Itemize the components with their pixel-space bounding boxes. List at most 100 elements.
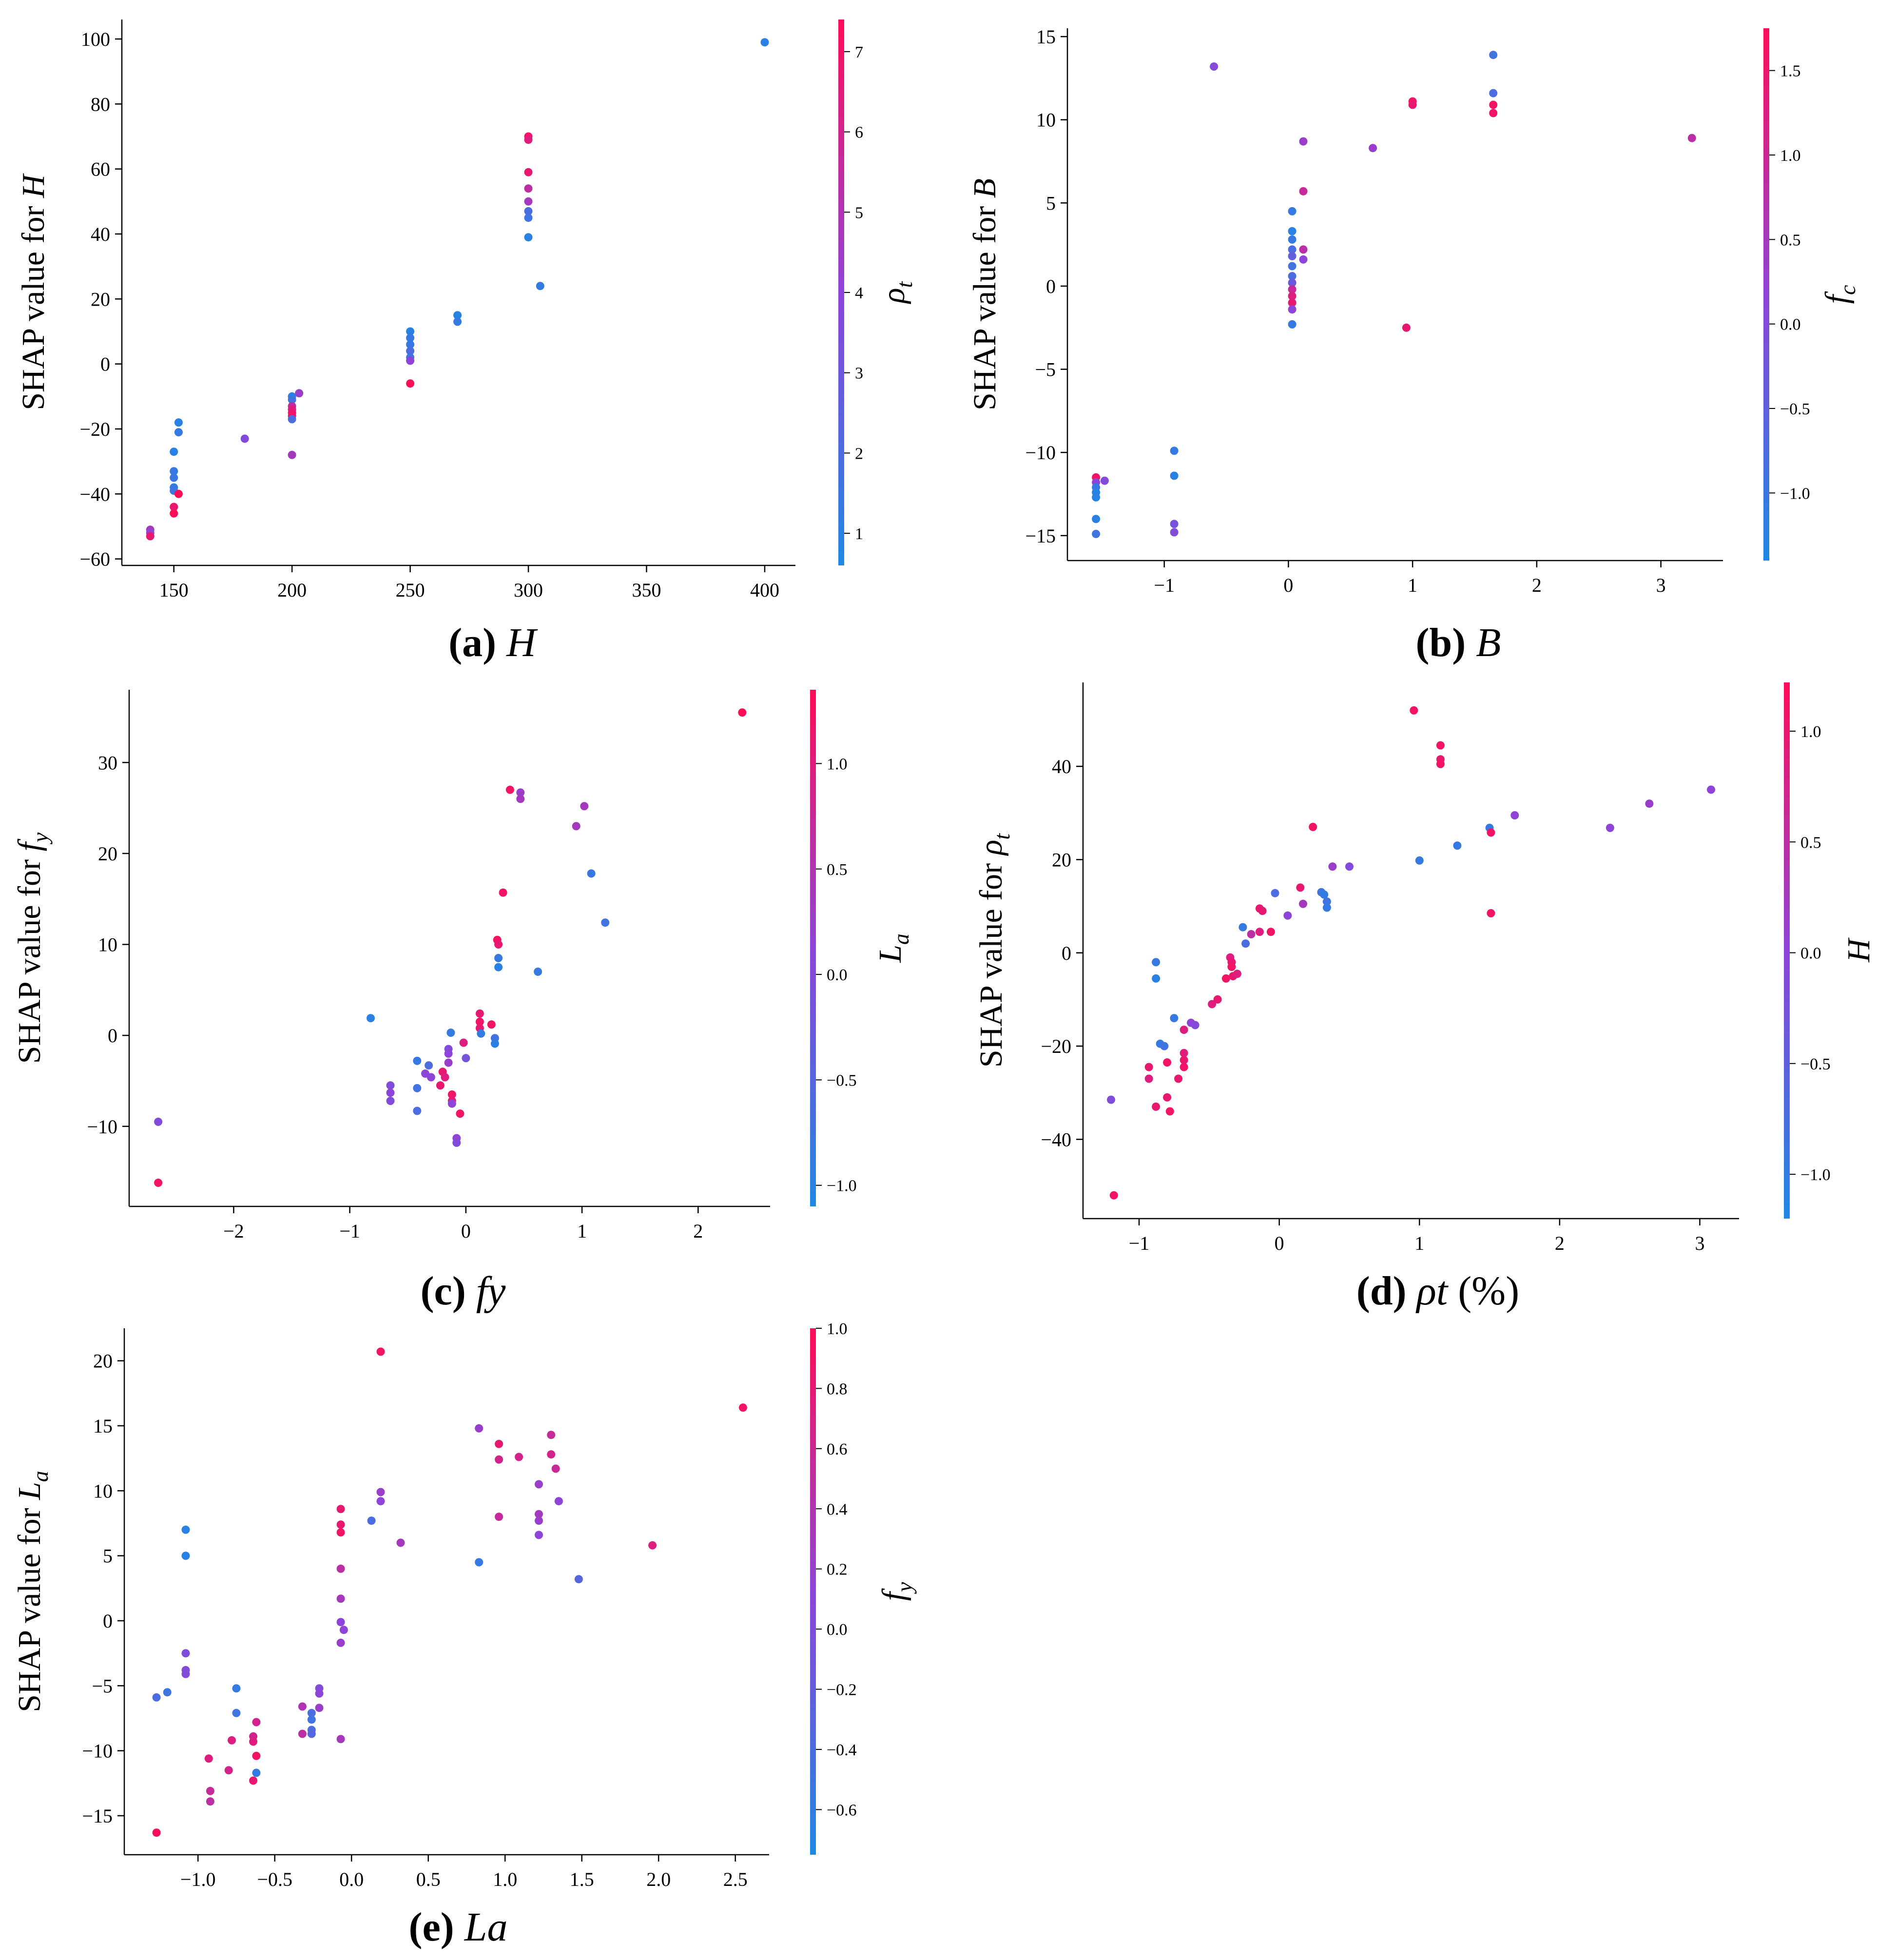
scatter-point: [413, 1106, 422, 1115]
scatter-point: [446, 1029, 455, 1037]
scatter-point: [1288, 298, 1296, 307]
scatter-point: [1208, 1000, 1217, 1009]
scatter-point: [535, 1480, 543, 1489]
y-tick-label: 0: [100, 353, 110, 375]
scatter-point: [1299, 137, 1308, 146]
scatter-point: [1163, 1058, 1172, 1067]
colorbar-tick-label: −0.6: [827, 1801, 857, 1819]
scatter-point: [426, 1073, 435, 1082]
y-tick-label: 0: [103, 1610, 113, 1632]
scatter-point: [475, 1558, 484, 1567]
scatter-point: [534, 968, 542, 976]
y-axis-label: SHAP value for fy: [12, 832, 53, 1064]
scatter-point: [495, 1455, 503, 1464]
y-tick-label: 30: [98, 752, 117, 774]
scatter-point: [1238, 923, 1247, 931]
scatter-point: [547, 1450, 556, 1459]
scatter-point: [1487, 828, 1495, 837]
scatter-point: [1144, 1063, 1153, 1071]
x-tick-label: 0: [461, 1220, 471, 1242]
scatter-point: [406, 327, 415, 336]
x-tick-label: −2: [223, 1220, 244, 1242]
scatter-point: [601, 918, 610, 927]
scatter-point: [535, 1531, 543, 1539]
colorbar-tick-label: 0.6: [827, 1440, 848, 1458]
scatter-point: [1606, 823, 1614, 832]
scatter-point: [181, 1552, 190, 1560]
scatter-point: [554, 1497, 563, 1506]
scatter-point: [524, 233, 533, 242]
scatter-point: [386, 1097, 395, 1105]
y-tick-label: 40: [1052, 756, 1071, 777]
scatter-point: [499, 888, 507, 897]
scatter-point: [475, 1424, 484, 1433]
colorbar-tick-label: 7: [855, 43, 863, 61]
scatter-point: [1453, 841, 1462, 850]
y-tick-label: −5: [92, 1675, 113, 1697]
y-tick-label: 20: [1052, 849, 1071, 871]
scatter-point: [1163, 1093, 1172, 1102]
scatter-point: [1288, 305, 1296, 314]
scatter-point: [551, 1464, 560, 1473]
scatter-point: [252, 1768, 261, 1777]
scatter-point: [252, 1718, 261, 1727]
scatter-point: [376, 1488, 385, 1496]
scatter-point: [249, 1776, 258, 1785]
scatter-point: [204, 1754, 213, 1763]
scatter-point: [1328, 862, 1337, 871]
scatter-point: [406, 333, 415, 342]
scatter-point: [336, 1528, 345, 1537]
scatter-point: [475, 1017, 484, 1026]
scatter-point: [1510, 811, 1519, 820]
scatter-point: [1152, 958, 1161, 967]
colorbar-tick-label: 5: [855, 204, 863, 222]
scatter-point: [515, 1453, 523, 1461]
scatter-point: [587, 869, 596, 878]
scatter-point: [1180, 1026, 1188, 1034]
colorbar: [1763, 28, 1769, 561]
scatter-point: [206, 1786, 214, 1795]
scatter-point: [1283, 911, 1292, 920]
y-axis-label: SHAP value for La: [12, 1471, 53, 1712]
scatter-point: [336, 1564, 345, 1573]
scatter-point: [240, 434, 249, 443]
scatter-point: [1489, 100, 1498, 109]
colorbar-tick-label: −0.5: [827, 1071, 857, 1089]
scatter-point: [181, 1525, 190, 1534]
scatter-point: [447, 1090, 456, 1099]
y-tick-label: 20: [93, 1350, 113, 1372]
scatter-point: [336, 1638, 345, 1647]
x-tick-label: 2: [693, 1220, 703, 1242]
scatter-point: [307, 1708, 316, 1717]
scatter-point: [524, 136, 533, 144]
scatter-point: [170, 447, 178, 456]
y-tick-label: −40: [1041, 1128, 1071, 1150]
scatter-point: [1345, 862, 1354, 871]
x-tick-label: 1.5: [570, 1868, 594, 1890]
y-tick-label: 20: [91, 288, 110, 310]
scatter-point: [441, 1073, 449, 1082]
y-tick-label: −40: [79, 483, 110, 505]
scatter-point: [1299, 899, 1307, 908]
scatter-point: [436, 1081, 445, 1090]
scatter-point: [1489, 51, 1498, 59]
scatter-point: [1645, 799, 1654, 808]
scatter-point: [1160, 1042, 1169, 1050]
y-tick-label: 15: [93, 1415, 113, 1437]
y-tick-label: 0: [1046, 275, 1056, 297]
scatter-point: [1436, 759, 1445, 768]
scatter-point: [174, 418, 183, 427]
scatter-point: [1489, 109, 1498, 117]
scatter-point: [516, 795, 525, 803]
colorbar-label: ρt: [876, 281, 917, 305]
scatter-point: [535, 1510, 543, 1518]
scatter-point: [648, 1541, 657, 1550]
scatter-point: [288, 415, 296, 424]
scatter-point: [453, 311, 462, 320]
scatter-point: [494, 963, 503, 971]
scatter-point: [524, 213, 533, 222]
x-tick-label: 0: [1275, 1232, 1284, 1254]
colorbar-tick-label: 0.5: [827, 861, 848, 879]
scatter-point: [1288, 272, 1296, 280]
scatter-point: [1180, 1048, 1188, 1057]
